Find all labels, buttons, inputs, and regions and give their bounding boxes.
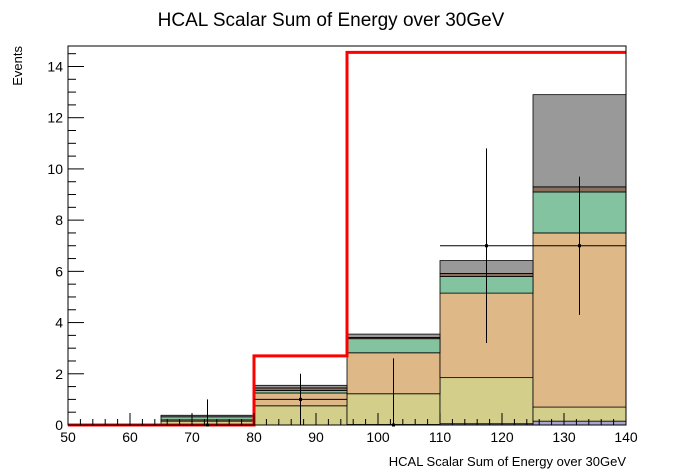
x-tick-label: 70 xyxy=(184,429,200,445)
x-tick-label: 110 xyxy=(429,429,452,445)
data-points xyxy=(161,148,626,427)
x-tick-label: 80 xyxy=(246,429,262,445)
stack-bar-tan-5 xyxy=(532,232,627,408)
stack-bar-green-3 xyxy=(346,338,441,354)
stack-bar-grey-3 xyxy=(346,333,441,338)
data-point-marker-1 xyxy=(299,397,302,401)
y-tick-label: 6 xyxy=(55,263,63,279)
x-tick-label: 60 xyxy=(122,429,138,445)
y-tick-label: 10 xyxy=(47,161,63,177)
y-tick-label: 4 xyxy=(55,315,63,331)
stack-bar-grey-5 xyxy=(532,94,627,188)
y-tick-label: 12 xyxy=(47,110,63,126)
axes: 50 60 70 80 90 100 110 120 130 140 0 2 4 6 8 10 12 14 xyxy=(47,53,638,445)
chart-title: HCAL Scalar Sum of Energy over 30GeV xyxy=(158,10,505,31)
y-tick-label: 0 xyxy=(55,417,63,433)
plot-frame xyxy=(67,45,627,426)
x-tick-label: 100 xyxy=(366,429,390,445)
stack-bar-olive-5 xyxy=(532,406,627,422)
y-tick-label: 14 xyxy=(47,58,63,74)
x-tick-label: 130 xyxy=(552,429,576,445)
stack-bar-olive-4 xyxy=(439,377,534,425)
y-axis-label: Events xyxy=(10,46,25,86)
data-point-marker-4 xyxy=(578,244,581,248)
x-tick-label: 120 xyxy=(490,429,514,445)
data-point-marker-3 xyxy=(485,244,488,248)
x-tick-label: 90 xyxy=(308,429,324,445)
stack-bar-lavender-5 xyxy=(532,420,627,426)
x-tick-label: 140 xyxy=(614,429,638,445)
x-tick-label: 50 xyxy=(60,429,76,445)
y-tick-label: 8 xyxy=(55,212,63,228)
y-tick-label: 2 xyxy=(55,366,63,382)
x-axis-label: HCAL Scalar Sum of Energy over 30GeV xyxy=(389,454,627,469)
